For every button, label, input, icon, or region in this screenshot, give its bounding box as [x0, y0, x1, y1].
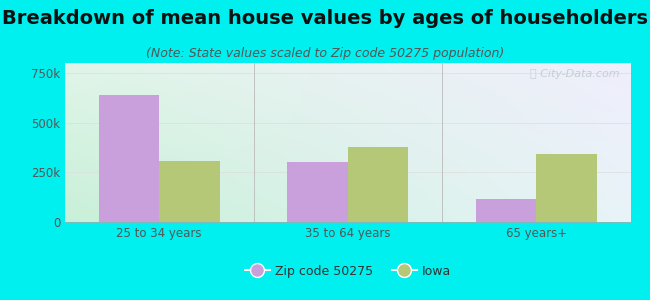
Bar	[99, 95, 159, 222]
Text: (Note: State values scaled to Zip code 50275 population): (Note: State values scaled to Zip code 5…	[146, 46, 504, 59]
Text: Ⓢ City-Data.com: Ⓢ City-Data.com	[530, 69, 619, 80]
Text: Breakdown of mean house values by ages of householders: Breakdown of mean house values by ages o…	[2, 9, 648, 28]
Legend: Zip code 50275, Iowa: Zip code 50275, Iowa	[240, 260, 456, 283]
Bar	[536, 154, 597, 222]
Bar	[476, 199, 536, 222]
Bar	[348, 148, 408, 222]
Bar	[159, 161, 220, 222]
Bar	[287, 162, 348, 222]
